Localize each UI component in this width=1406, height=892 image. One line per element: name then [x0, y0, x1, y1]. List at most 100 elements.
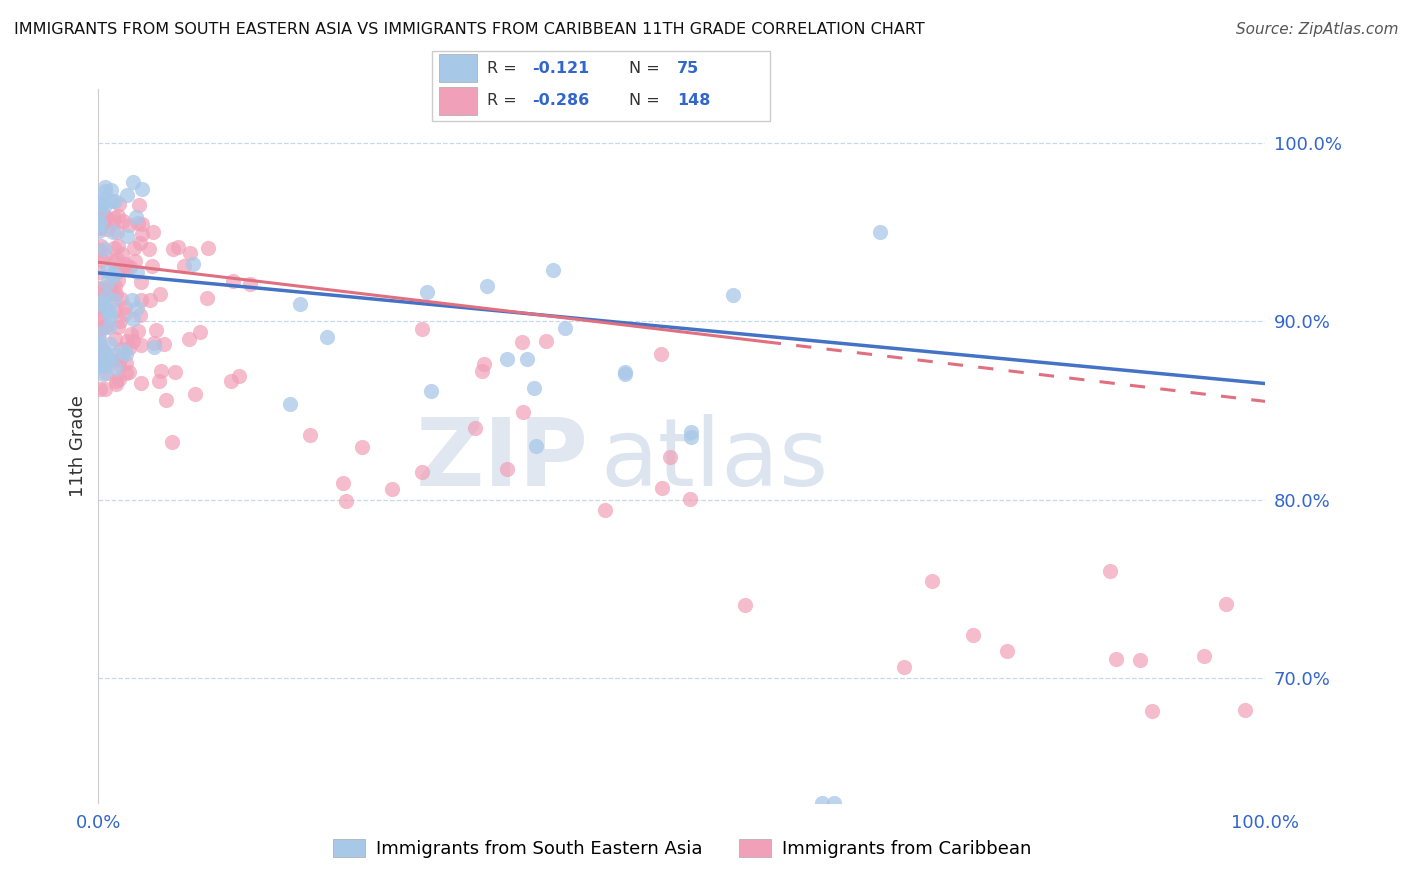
- Point: [104, 332, 127, 346]
- Point: [122, 241, 145, 255]
- Point: [239, 277, 262, 291]
- Point: [105, 252, 128, 267]
- Point: [112, 343, 135, 358]
- Point: [127, 265, 149, 279]
- Point: [278, 397, 301, 411]
- Point: [127, 325, 149, 339]
- Point: [100, 194, 122, 209]
- Point: [541, 262, 564, 277]
- Point: [117, 334, 139, 348]
- Point: [90, 238, 112, 252]
- Point: [997, 644, 1019, 658]
- Point: [93, 216, 115, 230]
- Point: [100, 304, 122, 318]
- Point: [93, 344, 115, 359]
- Point: [125, 210, 148, 224]
- Point: [91, 283, 114, 297]
- Point: [524, 439, 547, 453]
- Point: [89, 221, 111, 235]
- Point: [131, 227, 153, 241]
- Point: [160, 434, 183, 449]
- Point: [411, 322, 433, 336]
- Point: [87, 326, 110, 340]
- Point: [97, 320, 120, 334]
- Point: [962, 628, 984, 642]
- Point: [89, 351, 111, 366]
- Point: [87, 350, 110, 364]
- Point: [921, 574, 943, 589]
- Text: R =: R =: [488, 61, 522, 76]
- Point: [101, 266, 124, 280]
- Point: [823, 796, 845, 810]
- Point: [332, 476, 354, 491]
- Point: [143, 340, 166, 354]
- Point: [96, 283, 118, 297]
- Point: [94, 289, 117, 303]
- Point: [723, 288, 745, 302]
- Point: [124, 254, 146, 268]
- Point: [97, 279, 120, 293]
- Point: [415, 285, 437, 300]
- Point: [149, 364, 172, 378]
- Point: [298, 428, 321, 442]
- Point: [94, 210, 117, 224]
- Point: [510, 335, 533, 350]
- Point: [139, 293, 162, 308]
- Point: [104, 377, 127, 392]
- Point: [118, 218, 141, 232]
- Point: [91, 359, 114, 373]
- Point: [679, 430, 702, 444]
- Point: [516, 352, 538, 367]
- Point: [188, 326, 211, 340]
- Point: [101, 353, 124, 368]
- Point: [129, 338, 152, 352]
- Point: [96, 349, 118, 363]
- Text: -0.121: -0.121: [533, 61, 589, 76]
- Point: [87, 356, 110, 370]
- Point: [90, 252, 112, 267]
- Point: [103, 254, 125, 268]
- Point: [143, 336, 166, 351]
- Point: [114, 367, 136, 381]
- Point: [87, 332, 110, 346]
- Bar: [439, 54, 477, 82]
- Point: [101, 215, 124, 229]
- Point: [534, 334, 557, 348]
- Text: -0.286: -0.286: [533, 94, 589, 109]
- Point: [118, 341, 141, 355]
- Point: [141, 259, 163, 273]
- Point: [869, 225, 891, 239]
- Point: [115, 187, 138, 202]
- Point: [614, 368, 637, 382]
- Point: [118, 365, 141, 379]
- Text: 75: 75: [676, 61, 699, 76]
- Point: [129, 376, 152, 391]
- Point: [94, 209, 117, 223]
- Point: [112, 213, 135, 227]
- Point: [554, 321, 576, 335]
- Point: [115, 356, 138, 370]
- Point: [89, 220, 111, 235]
- Point: [734, 598, 756, 612]
- Point: [89, 224, 111, 238]
- Point: [179, 245, 201, 260]
- Point: [91, 192, 114, 206]
- Point: [89, 281, 111, 295]
- Point: [131, 181, 153, 195]
- Point: [87, 351, 110, 366]
- Point: [89, 337, 111, 351]
- Point: [145, 323, 167, 337]
- Point: [122, 312, 145, 326]
- Point: [103, 211, 125, 225]
- Point: [103, 348, 125, 362]
- Point: [679, 491, 702, 506]
- Point: [125, 301, 148, 315]
- Point: [94, 179, 117, 194]
- Point: [893, 660, 915, 674]
- Point: [411, 465, 433, 479]
- Text: N =: N =: [628, 61, 665, 76]
- Point: [614, 366, 637, 380]
- Point: [94, 358, 117, 372]
- Point: [512, 405, 534, 419]
- Point: [219, 374, 242, 388]
